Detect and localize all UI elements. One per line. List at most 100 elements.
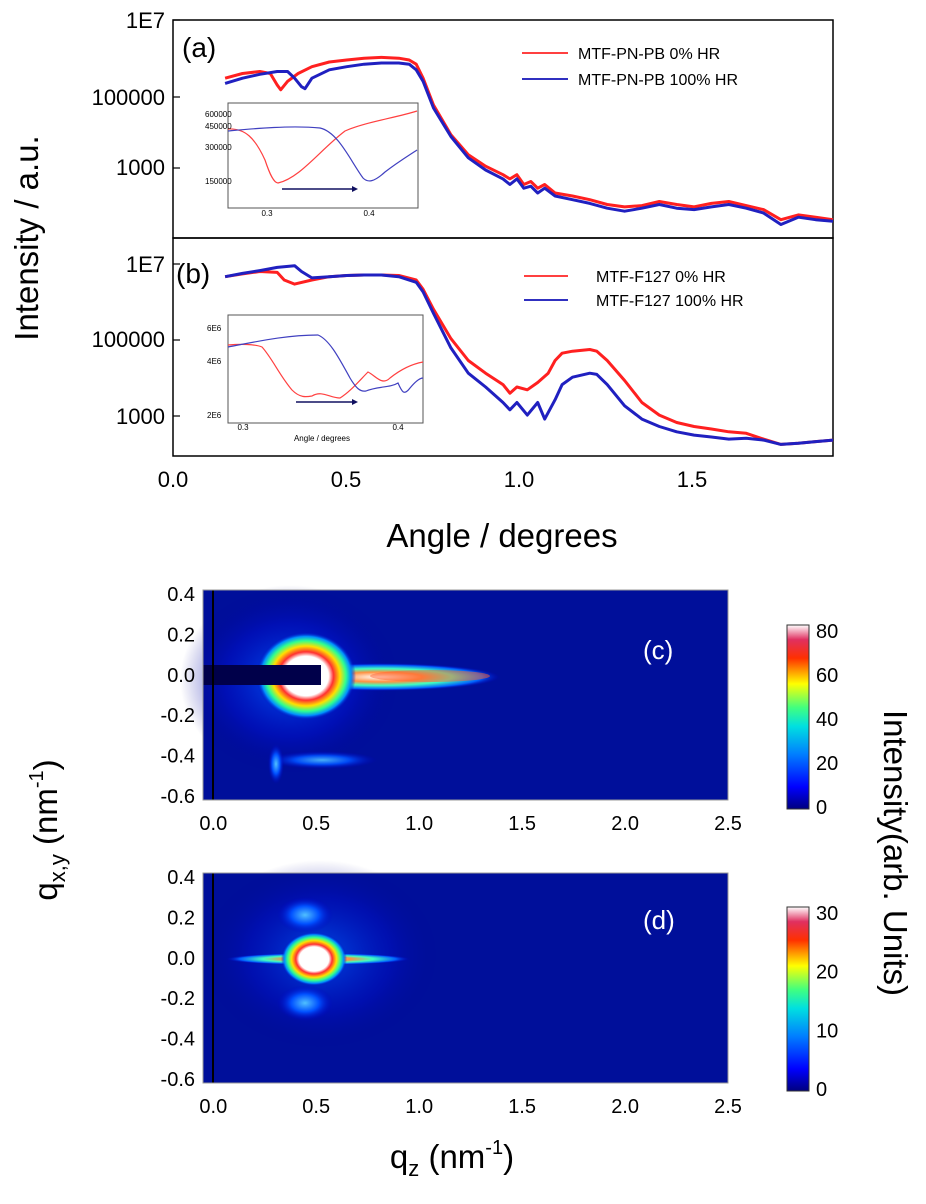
reflectivity-plots: (a) (b) 1E7 100000 1000 1E7 100000 1000 … (8, 8, 834, 554)
colorbar-c (786, 624, 810, 810)
series-line-a-0 (224, 55, 834, 222)
legend-label: MTF-PN-PB 0% HR (578, 46, 720, 63)
ytick-label: 100000 (92, 85, 165, 110)
inset-ytick: 4E6 (207, 357, 222, 366)
xtick-label: 1.0 (504, 467, 535, 492)
inset-a-series-1 (227, 126, 418, 182)
heatmap-c-lobe-2 (268, 744, 284, 784)
xtick-label: 0.0 (199, 813, 227, 835)
heatmap-c-lobe (267, 751, 377, 769)
heatmap-c-beamstop (203, 665, 321, 685)
inset-b-frame (227, 314, 424, 424)
inset-a-frame (227, 102, 419, 209)
legend-label: MTF-F127 100% HR (596, 293, 744, 310)
heatmap-d-frame (202, 872, 729, 1084)
xtick-label: 2.5 (714, 1096, 742, 1118)
ytick-label: -0.6 (161, 1069, 195, 1091)
colorbar-tick-label: 60 (816, 665, 838, 687)
ytick-label: -0.2 (161, 988, 195, 1010)
series-line-b-1 (224, 264, 834, 446)
xtick-label: 1.5 (508, 813, 536, 835)
y-axis-title: Intensity / a.u. (8, 135, 45, 340)
xtick-label: 2.5 (714, 813, 742, 835)
ytick-label: 0.2 (167, 907, 195, 929)
ytick-label: 0.0 (167, 948, 195, 970)
heatmap-d: (d) (200, 860, 810, 1092)
ytick-label: 0.0 (167, 665, 195, 687)
colorbar-tick-label: 20 (816, 962, 838, 984)
inset-b-series-1 (227, 334, 424, 393)
colorbar-tick-label: 10 (816, 1020, 838, 1042)
inset-a-series-0 (227, 110, 418, 184)
inset-a-arrowhead (352, 186, 358, 192)
legend-label: MTF-PN-PB 100% HR (578, 72, 738, 89)
xtick-label: 2.0 (611, 1096, 639, 1118)
heatmap-d-blob (281, 932, 347, 986)
inset-ytick: 600000 (205, 110, 232, 119)
qxy-title: qx,y (nm-1) (26, 759, 70, 900)
ytick-label: 0.4 (167, 584, 195, 606)
ytick-label: -0.4 (161, 1029, 195, 1051)
inset-a: 600000 450000 300000 150000 0.3 0.4 (205, 102, 419, 218)
inset-ytick: 300000 (205, 143, 232, 152)
colorbar-tick-label: 80 (816, 621, 838, 643)
heatmap-ticks: 0.0 0.5 1.0 1.5 2.0 2.5 0.4 0.2 0.0 -0.2 -0.4 -0.6 8… (161, 584, 839, 1118)
inset-xlabel: Angle / degrees (294, 434, 350, 443)
colorbar-tick-label: 40 (816, 709, 838, 731)
ytick-label: -0.2 (161, 705, 195, 727)
legend-label: MTF-F127 0% HR (596, 269, 726, 286)
xtick-label: 0.5 (302, 1096, 330, 1118)
ytick-label: 1E7 (126, 8, 165, 33)
heatmap-c: (c) (180, 585, 810, 810)
heatmap-y-axis-title: qx,y (nm-1) (26, 759, 70, 900)
inset-xtick: 0.3 (261, 209, 273, 218)
colorbar-tick-label: 0 (816, 797, 827, 819)
inset-b: 6E6 4E6 2E6 0.3 0.4 Angle / degrees (207, 314, 424, 443)
heatmap-d-lobe-top (277, 897, 333, 933)
qz-title: qz (nm-1) (390, 1137, 514, 1181)
panel-d-label: (d) (643, 905, 675, 935)
ytick-label: 0.4 (167, 867, 195, 889)
xtick-label: 1.5 (677, 467, 708, 492)
colorbar-d (786, 906, 810, 1092)
xtick-label: 0.0 (199, 1096, 227, 1118)
ytick-label: 100000 (92, 327, 165, 352)
x-axis-title: Angle / degrees (386, 517, 617, 554)
ytick-label: 1000 (116, 155, 165, 180)
ytick-label: -0.4 (161, 746, 195, 768)
xtick-label: 2.0 (611, 813, 639, 835)
heatmap-c-frame (202, 589, 729, 801)
inset-ytick: 450000 (205, 122, 232, 131)
inset-ytick: 150000 (205, 177, 232, 186)
inset-ytick: 2E6 (207, 411, 222, 420)
inset-ytick: 6E6 (207, 324, 222, 333)
panel-b-frame (172, 237, 834, 457)
xtick-label: 0.5 (302, 813, 330, 835)
ytick-label: 0.2 (167, 624, 195, 646)
panel-a-label: (a) (182, 32, 216, 63)
colorbar-title: Intensity(arb. Units) (877, 710, 914, 996)
ytick-label: -0.6 (161, 786, 195, 808)
xtick-label: 1.0 (405, 813, 433, 835)
y-ticks (173, 19, 180, 417)
inset-xtick: 0.4 (363, 209, 375, 218)
xtick-label: 1.0 (405, 1096, 433, 1118)
ytick-label: 1E7 (126, 252, 165, 277)
heatmap-x-axis-title: qz (nm-1) (390, 1137, 514, 1181)
series-line-a-1 (224, 61, 834, 226)
colorbar-tick-label: 0 (816, 1079, 827, 1101)
xtick-label: 0.0 (158, 467, 189, 492)
inset-b-arrowhead (352, 399, 358, 405)
series-layer (224, 55, 834, 446)
panel-b-label: (b) (176, 258, 210, 289)
inset-xtick: 0.4 (392, 423, 404, 432)
panel-c-label: (c) (643, 635, 673, 665)
xtick-label: 1.5 (508, 1096, 536, 1118)
inset-b-series-0 (227, 343, 424, 399)
colorbar-tick-label: 30 (816, 903, 838, 925)
inset-xtick: 0.3 (237, 423, 249, 432)
ytick-label: 1000 (116, 404, 165, 429)
heatmap-c-streak-core (370, 670, 490, 682)
colorbar-tick-label: 20 (816, 753, 838, 775)
